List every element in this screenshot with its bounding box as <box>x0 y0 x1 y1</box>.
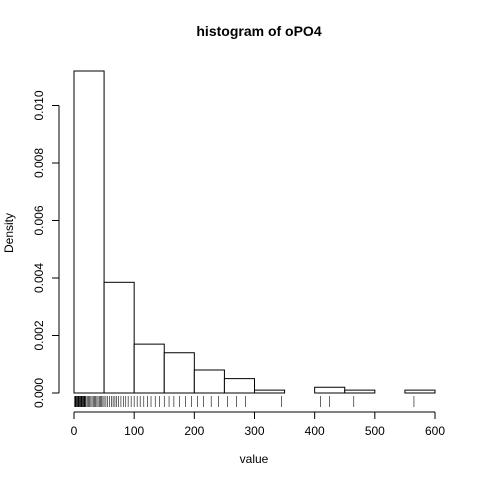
chart-title: histogram of oPO4 <box>196 23 321 39</box>
y-axis-label: Density <box>2 213 16 253</box>
y-tick-label: 0.000 <box>32 378 46 408</box>
x-tick-label: 300 <box>244 424 264 438</box>
x-tick-label: 200 <box>184 424 204 438</box>
histogram-bar <box>223 378 256 394</box>
histogram-bar <box>404 389 436 394</box>
x-tick-label: 600 <box>425 424 445 438</box>
y-tick-label: 0.006 <box>32 205 46 235</box>
y-tick-label: 0.004 <box>32 263 46 293</box>
x-tick-label: 100 <box>124 424 144 438</box>
y-tick-label: 0.002 <box>32 320 46 350</box>
bars-group <box>73 70 436 394</box>
histogram-bar <box>133 343 165 394</box>
y-tick-label: 0.008 <box>32 148 46 178</box>
histogram-bar <box>163 352 195 394</box>
x-tick-label: 400 <box>305 424 325 438</box>
x-tick-label: 0 <box>71 424 78 438</box>
x-tick-label: 500 <box>365 424 385 438</box>
histogram-bar <box>344 389 376 394</box>
histogram-bar <box>103 281 135 394</box>
y-tick-label: 0.010 <box>32 90 46 120</box>
rug-group <box>74 396 415 407</box>
x-axis: 0 100 200 300 400 500 600 <box>71 411 445 438</box>
histogram-bar <box>314 386 346 394</box>
histogram-bar <box>73 70 105 394</box>
histogram-bar <box>193 369 225 394</box>
x-axis-label: value <box>240 452 269 466</box>
y-axis: 0.000 0.002 0.004 0.006 0.008 0.010 <box>32 90 60 408</box>
histogram-bar <box>254 389 286 394</box>
